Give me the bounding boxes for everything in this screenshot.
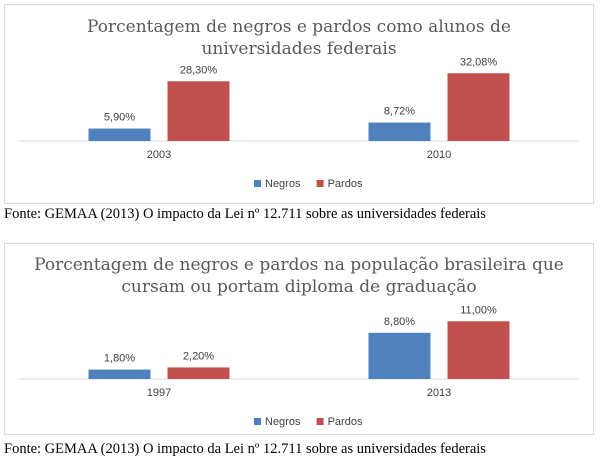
data-label: 28,30% bbox=[180, 64, 218, 76]
bar-negros-2003 bbox=[88, 128, 151, 141]
legend-swatch bbox=[254, 180, 261, 187]
data-label: 8,80% bbox=[384, 316, 415, 328]
category-label: 2010 bbox=[427, 149, 451, 161]
chart-plot: 1,80% 2,20% 1997 8,80% 11,00% 2013 Negros Pardo… bbox=[19, 304, 579, 428]
data-label: 32,08% bbox=[460, 56, 498, 68]
legend-swatch bbox=[316, 180, 324, 187]
source-caption: Fonte: GEMAA (2013) O impacto da Lei nº … bbox=[4, 441, 486, 457]
category-label: 2013 bbox=[427, 387, 451, 399]
bar-pardos-2013 bbox=[447, 321, 510, 379]
bar-pardos-1997 bbox=[167, 367, 230, 379]
legend-entry: Negros bbox=[265, 416, 301, 428]
data-label: 2,20% bbox=[183, 350, 214, 362]
chart-alunos-universidades: Porcentagem de negros e pardos como alun… bbox=[4, 4, 594, 204]
data-label: 11,00% bbox=[460, 304, 497, 316]
legend-entry: Pardos bbox=[328, 416, 363, 428]
bar-negros-2013 bbox=[368, 332, 431, 379]
chart-title-line-2: cursam ou portam diploma de graduação bbox=[121, 277, 477, 297]
category-label: 2003 bbox=[147, 149, 171, 161]
data-label: 5,90% bbox=[104, 112, 135, 124]
bar-pardos-2010 bbox=[447, 73, 510, 141]
bar-negros-1997 bbox=[88, 369, 151, 379]
chart-title: Porcentagem de negros e pardos como alun… bbox=[5, 16, 593, 60]
legend-entry: Pardos bbox=[328, 178, 363, 190]
bar-negros-2010 bbox=[368, 122, 431, 141]
category-label: 1997 bbox=[147, 387, 171, 399]
chart-title-line-1: Porcentagem de negros e pardos na popula… bbox=[34, 255, 564, 275]
chart-populacao-graduacao: Porcentagem de negros e pardos na popula… bbox=[4, 243, 594, 435]
chart-title-line-2: universidades federais bbox=[201, 39, 397, 59]
chart-title-line-1: Porcentagem de negros e pardos como alun… bbox=[87, 17, 511, 37]
chart-title: Porcentagem de negros e pardos na popula… bbox=[5, 254, 593, 298]
legend-entry: Negros bbox=[265, 178, 301, 190]
bar-pardos-2003 bbox=[167, 81, 230, 141]
source-caption: Fonte: GEMAA (2013) O impacto da Lei nº … bbox=[4, 206, 486, 222]
data-label: 1,80% bbox=[104, 353, 135, 365]
data-label: 8,72% bbox=[384, 106, 415, 118]
legend-swatch bbox=[316, 418, 324, 425]
legend-swatch bbox=[254, 418, 261, 425]
chart-plot: 5,90% 28,30% 2003 8,72% 32,08% 2010 Negros Pard… bbox=[19, 56, 579, 190]
